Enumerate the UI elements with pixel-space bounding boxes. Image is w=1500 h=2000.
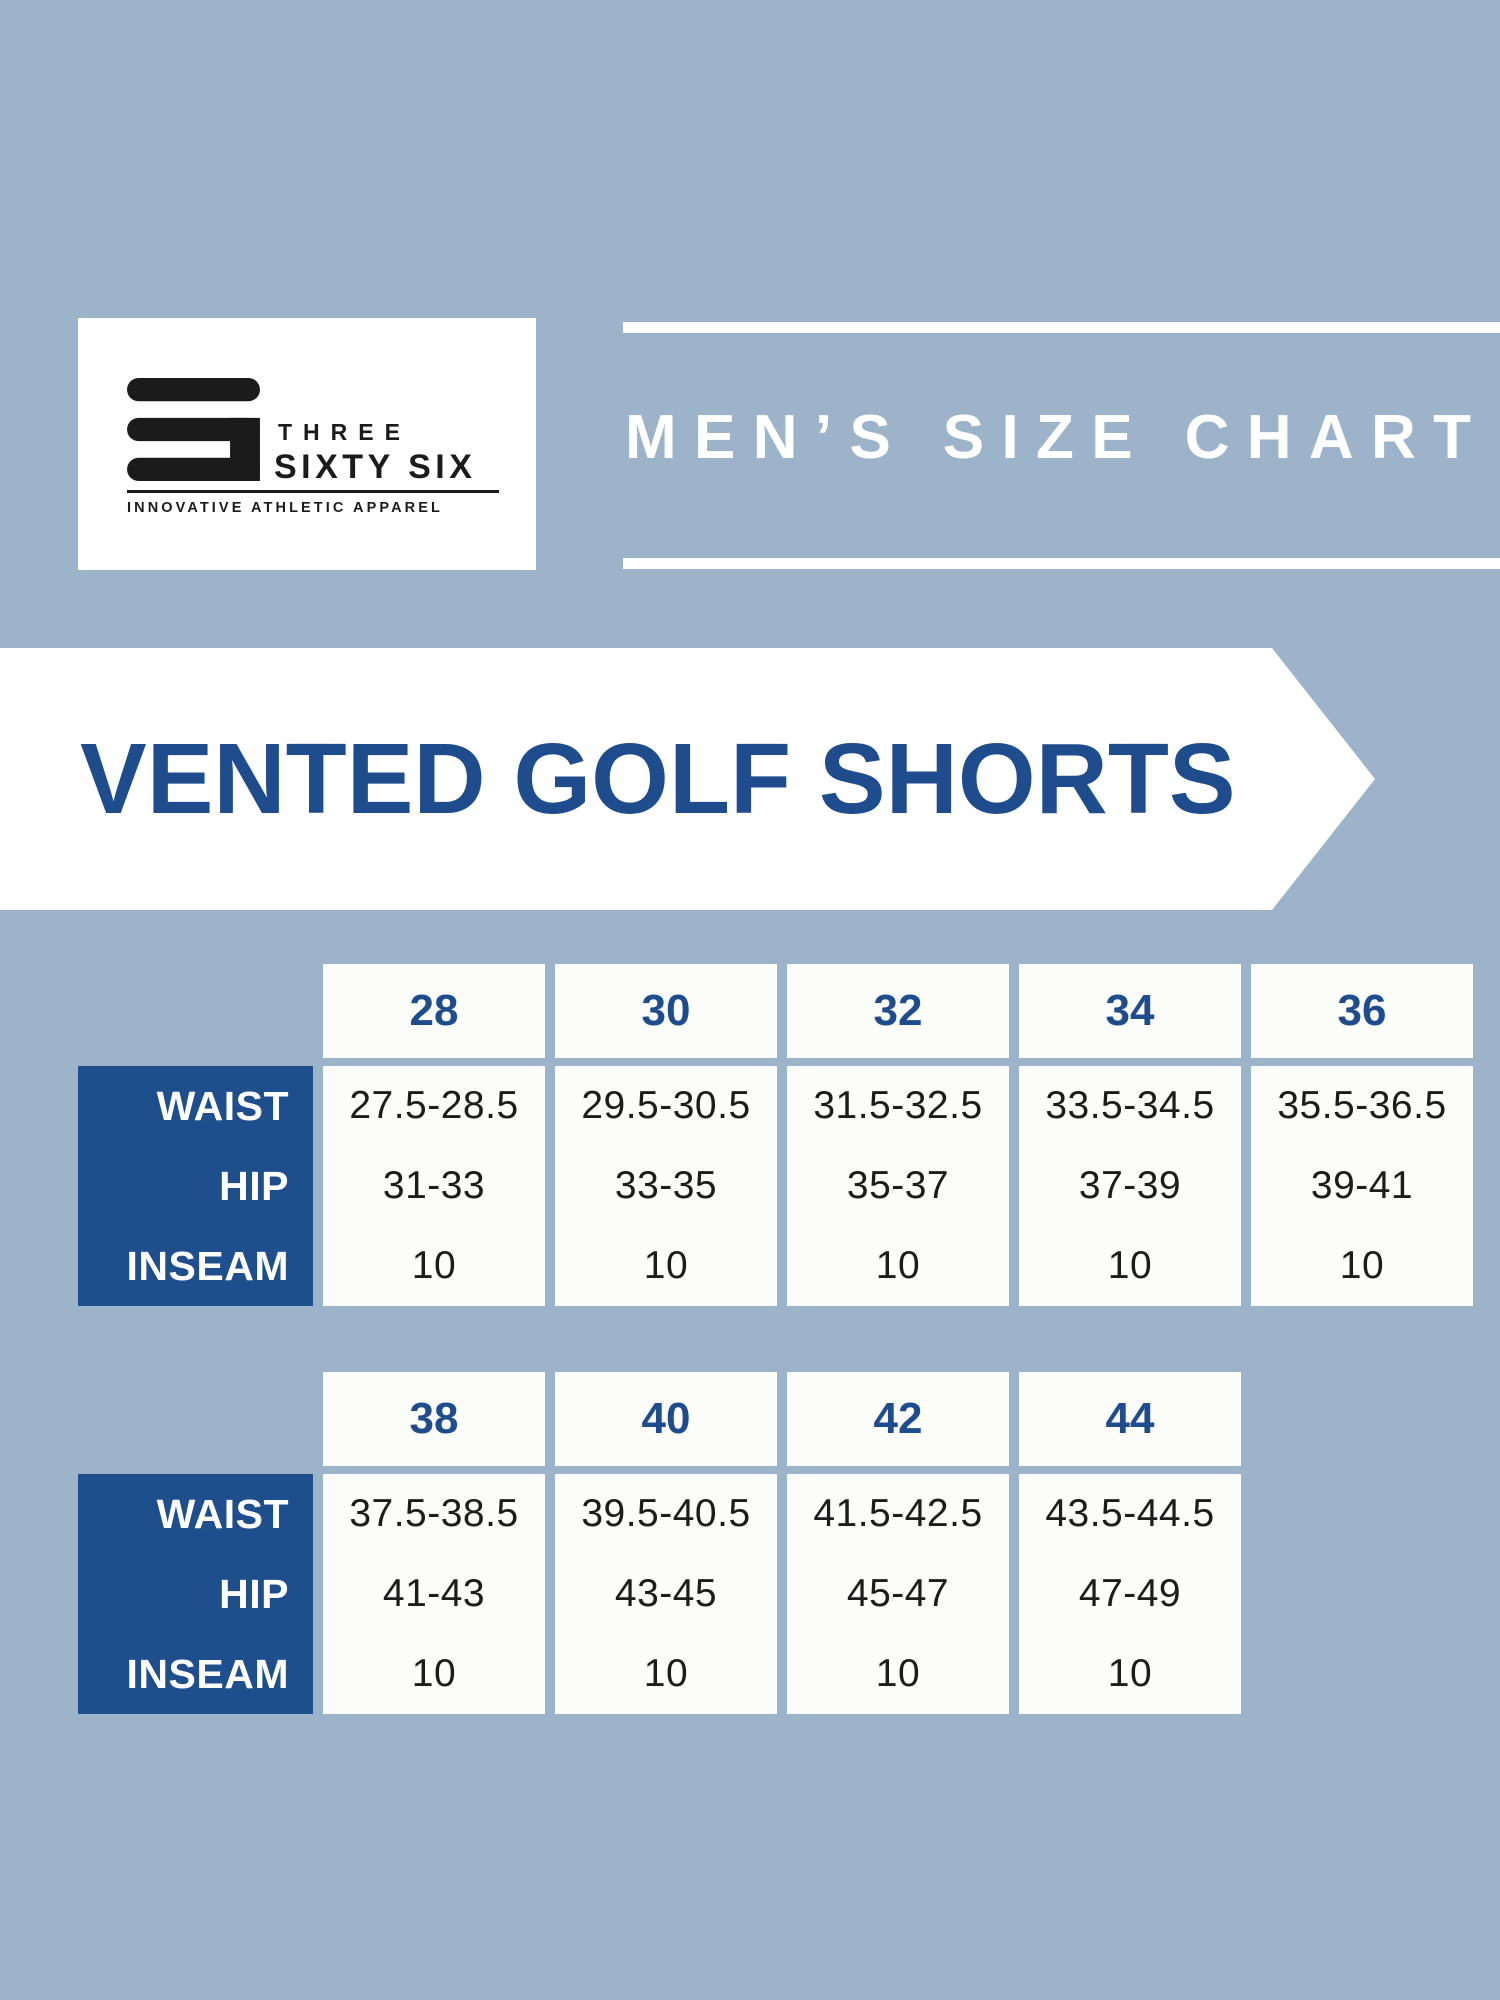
row-label-block: WAIST HIP INSEAM — [78, 1474, 313, 1714]
table-column: 27.5-28.5 31-33 10 — [323, 1066, 545, 1306]
table-cell-value: 10 — [1107, 1652, 1153, 1695]
brand-name-line2: SIXTY SIX — [274, 448, 477, 486]
table-cell-value: 31.5-32.5 — [813, 1084, 983, 1127]
table-cell-value: 10 — [411, 1652, 457, 1695]
table-header-row: 38 40 42 44 — [78, 1372, 1241, 1466]
row-label: WAIST — [156, 1082, 289, 1129]
page-title: MEN’S SIZE CHART — [625, 403, 1489, 472]
size-column-header: 30 — [555, 964, 777, 1058]
table-header-spacer — [78, 964, 313, 1058]
size-column-header: 44 — [1019, 1372, 1241, 1466]
table-cell-value: 27.5-28.5 — [349, 1084, 519, 1127]
table-cell-value: 45-47 — [846, 1572, 950, 1615]
table-column: 41.5-42.5 45-47 10 — [787, 1474, 1009, 1714]
table-column: 31.5-32.5 35-37 10 — [787, 1066, 1009, 1306]
size-column-header: 32 — [787, 964, 1009, 1058]
table-cell-value: 33.5-34.5 — [1045, 1084, 1215, 1127]
table-cell-value: 37-39 — [1078, 1164, 1182, 1207]
table-column: 29.5-30.5 33-35 10 — [555, 1066, 777, 1306]
table-header-row: 28 30 32 34 36 — [78, 964, 1473, 1058]
row-label: INSEAM — [126, 1650, 289, 1697]
table-body: WAIST HIP INSEAM 37.5-38.5 41-43 10 39.5-40.5 4… — [78, 1474, 1241, 1714]
table-cell-value: 10 — [643, 1244, 689, 1287]
title-rule-bottom — [623, 558, 1500, 569]
product-title: VENTED GOLF SHORTS — [80, 722, 1236, 835]
table-column: 37.5-38.5 41-43 10 — [323, 1474, 545, 1714]
size-column-header: 34 — [1019, 964, 1241, 1058]
table-cell-value: 10 — [411, 1244, 457, 1287]
table-column: 39.5-40.5 43-45 10 — [555, 1474, 777, 1714]
table-cell-value: 41.5-42.5 — [813, 1492, 983, 1535]
brand-logo: THREE SIXTY SIX INNOVATIVE ATHLETIC APPA… — [78, 318, 536, 570]
size-column-header: 28 — [323, 964, 545, 1058]
brand-s-icon — [127, 378, 260, 481]
row-label: WAIST — [156, 1490, 289, 1537]
table-cell-value: 10 — [1339, 1244, 1385, 1287]
table-cell-value: 31-33 — [382, 1164, 486, 1207]
table-column: 33.5-34.5 37-39 10 — [1019, 1066, 1241, 1306]
size-table-38-44: 38 40 42 44 WAIST HIP INSEAM 37.5-38.5 41-43 10 39… — [78, 1372, 1241, 1714]
table-cell-value: 10 — [1107, 1244, 1153, 1287]
row-label: HIP — [219, 1570, 289, 1617]
size-table-28-36: 28 30 32 34 36 WAIST HIP INSEAM 27.5-28.5 31-33 10… — [78, 964, 1473, 1306]
table-cell-value: 39-41 — [1310, 1164, 1414, 1207]
table-cell-value: 10 — [875, 1652, 921, 1695]
row-label: HIP — [219, 1162, 289, 1209]
table-cell-value: 10 — [643, 1652, 689, 1695]
brand-tagline: INNOVATIVE ATHLETIC APPAREL — [127, 500, 443, 516]
table-header-spacer — [78, 1372, 313, 1466]
size-column-header: 42 — [787, 1372, 1009, 1466]
row-label: INSEAM — [126, 1242, 289, 1289]
table-column: 43.5-44.5 47-49 10 — [1019, 1474, 1241, 1714]
table-cell-value: 10 — [875, 1244, 921, 1287]
table-cell-value: 35.5-36.5 — [1277, 1084, 1447, 1127]
table-cell-value: 37.5-38.5 — [349, 1492, 519, 1535]
table-column: 35.5-36.5 39-41 10 — [1251, 1066, 1473, 1306]
table-cell-value: 47-49 — [1078, 1572, 1182, 1615]
table-cell-value: 39.5-40.5 — [581, 1492, 751, 1535]
table-cell-value: 29.5-30.5 — [581, 1084, 751, 1127]
size-column-header: 40 — [555, 1372, 777, 1466]
table-cell-value: 33-35 — [614, 1164, 718, 1207]
brand-name-line1: THREE — [278, 419, 411, 445]
table-cell-value: 35-37 — [846, 1164, 950, 1207]
table-cell-value: 43.5-44.5 — [1045, 1492, 1215, 1535]
title-rule-top — [623, 322, 1500, 333]
table-body: WAIST HIP INSEAM 27.5-28.5 31-33 10 29.5-30.5 3… — [78, 1066, 1473, 1306]
logo-divider — [127, 490, 499, 493]
size-column-header: 36 — [1251, 964, 1473, 1058]
size-column-header: 38 — [323, 1372, 545, 1466]
table-cell-value: 41-43 — [382, 1572, 486, 1615]
table-cell-value: 43-45 — [614, 1572, 718, 1615]
row-label-block: WAIST HIP INSEAM — [78, 1066, 313, 1306]
product-banner: VENTED GOLF SHORTS — [0, 648, 1375, 910]
